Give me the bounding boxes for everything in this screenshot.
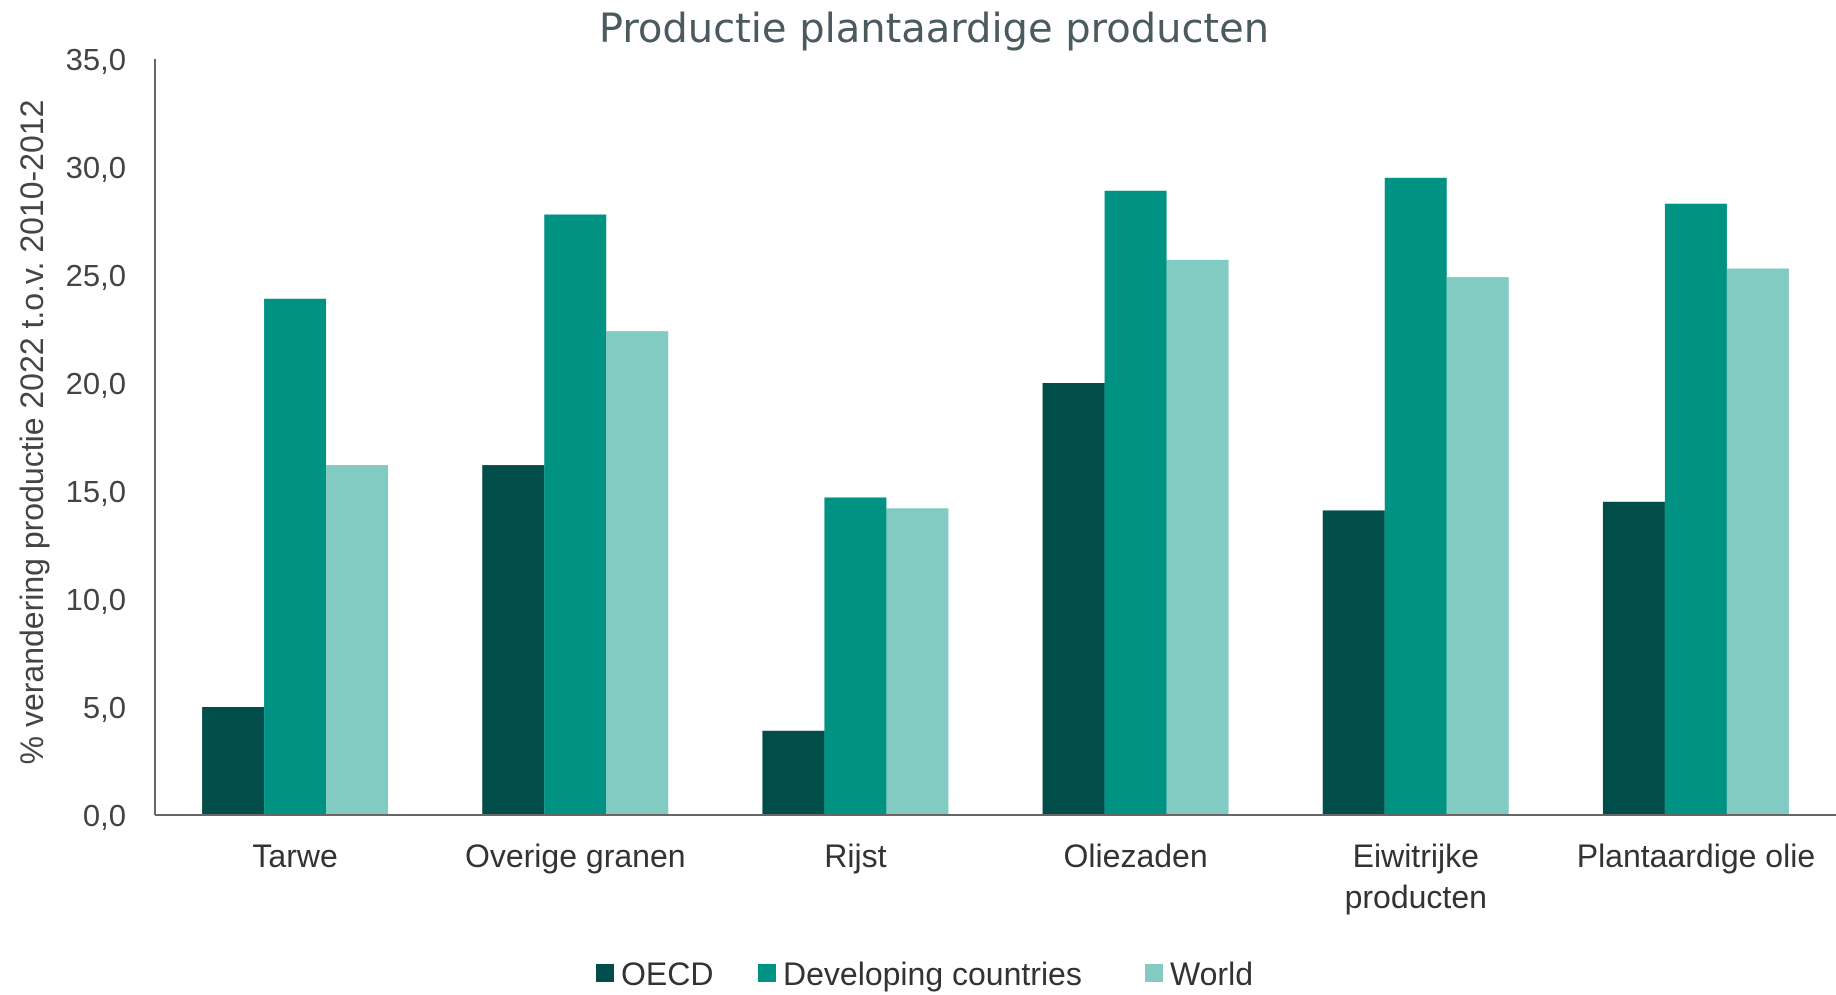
- y-tick-label: 15,0: [66, 474, 126, 509]
- bar-developing-countries: [264, 298, 327, 815]
- bar-world: [326, 465, 389, 815]
- legend-swatch: [596, 964, 614, 982]
- legend-swatch: [1145, 964, 1163, 982]
- y-axis-ticks: 0,0 5,0 10,0 15,0 20,0 25,0 30,0 35,0: [66, 42, 126, 833]
- legend-label: OECD: [621, 956, 713, 992]
- bar-developing-countries: [824, 497, 887, 815]
- bar-oecd: [762, 730, 825, 815]
- category-label: Oliezaden: [1064, 838, 1208, 874]
- bar-developing-countries: [544, 214, 607, 815]
- y-tick-label: 5,0: [83, 690, 126, 725]
- bar-oecd: [482, 465, 545, 815]
- category-labels: Tarwe Overige granen Rijst Oliezaden Eiwitri…: [252, 838, 1815, 915]
- bar-oecd: [1042, 383, 1105, 815]
- bar-oecd: [1602, 501, 1665, 815]
- category-label: producten: [1345, 879, 1487, 915]
- y-tick-label: 35,0: [66, 42, 126, 77]
- bar-developing-countries: [1384, 177, 1447, 816]
- bar-world: [1166, 259, 1229, 815]
- y-tick-label: 25,0: [66, 258, 126, 293]
- legend-label: World: [1170, 956, 1253, 992]
- bar-world: [606, 331, 669, 815]
- category-label: Rijst: [824, 838, 886, 874]
- bar-oecd: [202, 707, 265, 815]
- legend-label: Developing countries: [783, 956, 1082, 992]
- bar-developing-countries: [1664, 203, 1727, 816]
- chart-title: Productie plantaardige producten: [599, 6, 1269, 52]
- bar-oecd: [1322, 510, 1385, 815]
- bar-world: [1446, 277, 1509, 815]
- legend: OECD Developing countries World: [596, 956, 1253, 992]
- legend-swatch: [758, 964, 776, 982]
- y-tick-label: 10,0: [66, 582, 126, 617]
- category-label: Overige granen: [465, 838, 686, 874]
- y-tick-label: 30,0: [66, 150, 126, 185]
- bars-group: [202, 177, 1789, 816]
- y-axis-label: % verandering productie 2022 t.o.v. 2010…: [14, 100, 50, 765]
- y-tick-label: 0,0: [83, 798, 126, 833]
- bar-world: [1726, 268, 1789, 815]
- category-label: Tarwe: [252, 838, 337, 874]
- bar-world: [886, 508, 949, 815]
- category-label: Eiwitrijke: [1353, 838, 1479, 874]
- category-label: Plantaardige olie: [1577, 838, 1815, 874]
- bar-developing-countries: [1104, 190, 1167, 815]
- y-tick-label: 20,0: [66, 366, 126, 401]
